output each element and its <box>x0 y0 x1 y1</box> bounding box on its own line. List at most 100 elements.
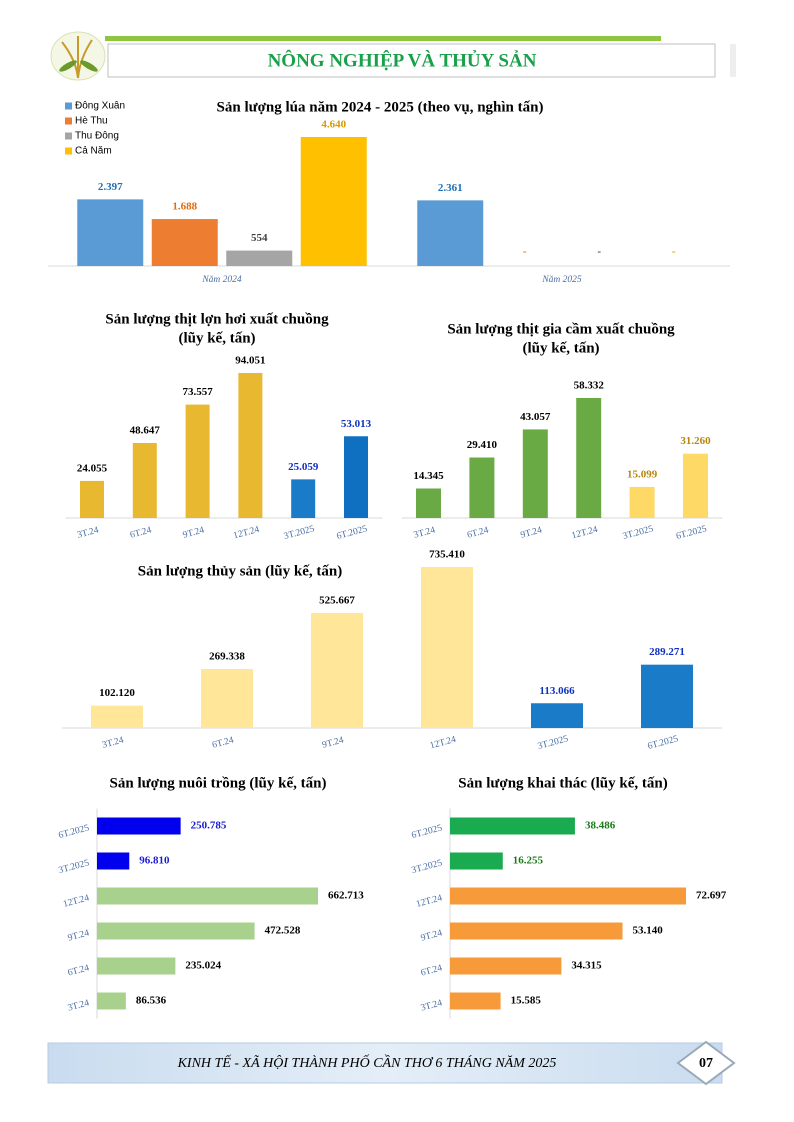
value-label: 525.667 <box>319 594 355 606</box>
value-label: 24.055 <box>77 462 108 474</box>
value-label: 662.713 <box>328 890 364 902</box>
chart-title: Sản lượng thịt gia cầm xuất chuồng <box>447 321 675 337</box>
footer-text: KINH TẾ - XÃ HỘI THÀNH PHỐ CẦN THƠ 6 THÁ… <box>177 1053 557 1071</box>
y-tick-label: 12T.24 <box>62 893 90 910</box>
legend-swatch <box>65 147 72 155</box>
value-label: 38.486 <box>585 820 616 832</box>
y-tick-label: 6T.2025 <box>58 823 91 841</box>
bar <box>226 250 293 266</box>
chart-title: Sản lượng lúa năm 2024 - 2025 (theo vụ, … <box>217 99 544 115</box>
bar <box>450 852 503 870</box>
value-label: - <box>523 246 527 258</box>
logo-leaves <box>59 60 98 72</box>
bar <box>629 486 655 518</box>
value-label: 269.338 <box>209 651 245 663</box>
value-label: - <box>597 246 601 258</box>
bar <box>97 852 130 870</box>
y-tick-label: 6T.24 <box>420 963 444 978</box>
value-label: 96.810 <box>139 855 170 867</box>
header: NÔNG NGHIỆP VÀ THỦY SẢN <box>50 31 736 81</box>
value-label: 25.059 <box>288 461 319 473</box>
page-title: NÔNG NGHIỆP VÀ THỦY SẢN <box>268 49 537 71</box>
x-tick-label: 9T.24 <box>321 735 345 750</box>
value-label: 15.099 <box>627 468 658 480</box>
bar <box>185 404 210 518</box>
bar <box>450 887 686 905</box>
x-tick-label: 6T.2025 <box>647 734 680 752</box>
bar <box>416 488 441 518</box>
x-tick-label: Năm 2024 <box>201 275 242 285</box>
x-tick-label: 3T.2025 <box>622 524 655 542</box>
value-label: 735.410 <box>429 549 465 561</box>
page-badge <box>676 1040 736 1086</box>
x-tick-label: 6T.24 <box>129 525 153 540</box>
bar <box>97 922 255 940</box>
bar <box>450 992 501 1010</box>
value-label: 31.260 <box>680 435 711 447</box>
value-label: 472.528 <box>265 925 301 937</box>
value-label: 73.557 <box>182 386 213 398</box>
x-tick-label: 12T.24 <box>232 525 260 542</box>
charts: Sản lượng lúa năm 2024 - 2025 (theo vụ, … <box>48 99 730 1019</box>
bar <box>291 479 316 518</box>
legend-swatch <box>65 132 72 140</box>
x-tick-label: 3T.24 <box>76 525 100 540</box>
value-label: 102.120 <box>99 687 135 699</box>
value-label: 14.345 <box>413 470 444 482</box>
value-label: 1.688 <box>172 201 197 213</box>
y-tick-label: 3T.2025 <box>58 858 91 876</box>
bar <box>421 567 473 728</box>
legend-label: Cả Năm <box>75 146 112 157</box>
value-label: 235.024 <box>185 960 221 972</box>
header-bar <box>105 36 661 41</box>
value-label: 53.013 <box>341 418 372 430</box>
bar <box>531 703 583 728</box>
bar <box>450 817 575 835</box>
bar <box>417 200 484 266</box>
value-label: 4.640 <box>321 119 346 131</box>
legend-swatch <box>65 102 72 110</box>
bar <box>683 453 708 518</box>
x-tick-label: 9T.24 <box>182 525 206 540</box>
x-tick-label: 6T.24 <box>466 525 490 540</box>
value-label: 94.051 <box>235 355 265 367</box>
bar <box>97 887 318 905</box>
y-tick-label: 12T.24 <box>415 893 443 910</box>
header-box <box>107 43 716 78</box>
y-tick-label: 3T.2025 <box>411 858 444 876</box>
bar <box>151 219 218 266</box>
y-tick-label: 9T.24 <box>67 928 91 943</box>
x-tick-label: 3T.2025 <box>283 524 316 542</box>
bar <box>300 137 367 266</box>
legend-label: Hè Thu <box>75 116 108 127</box>
bar <box>97 957 176 975</box>
chart-subtitle: (lũy kế, tấn) <box>178 330 255 346</box>
value-label: 48.647 <box>130 425 161 437</box>
value-label: 554 <box>251 232 268 244</box>
bar <box>201 669 253 728</box>
y-tick-label: 3T.24 <box>67 998 91 1013</box>
value-label: 43.057 <box>520 411 551 423</box>
legend-label: Thu Đông <box>75 131 119 142</box>
x-tick-label: 12T.24 <box>429 735 457 752</box>
value-label: 29.410 <box>467 439 498 451</box>
bar <box>576 398 602 518</box>
y-tick-label: 9T.24 <box>420 928 444 943</box>
x-tick-label: 6T.24 <box>211 735 235 750</box>
value-label: 2.397 <box>98 181 123 193</box>
bar <box>522 429 548 518</box>
x-tick-label: 6T.2025 <box>336 524 369 542</box>
value-label: - <box>672 246 676 258</box>
x-tick-label: Năm 2025 <box>541 275 582 285</box>
value-label: 113.066 <box>539 685 575 697</box>
header-tab <box>730 44 736 77</box>
bar <box>450 957 562 975</box>
chart-subtitle: (lũy kế, tấn) <box>522 340 599 356</box>
chart-title: Sản lượng thủy sản (lũy kế, tấn) <box>138 563 342 579</box>
x-tick-label: 3T.24 <box>101 735 125 750</box>
bar <box>80 480 104 518</box>
x-tick-label: 9T.24 <box>520 525 544 540</box>
value-label: 86.536 <box>136 995 167 1007</box>
chart-title: Sản lượng nuôi trồng (lũy kế, tấn) <box>110 775 327 791</box>
